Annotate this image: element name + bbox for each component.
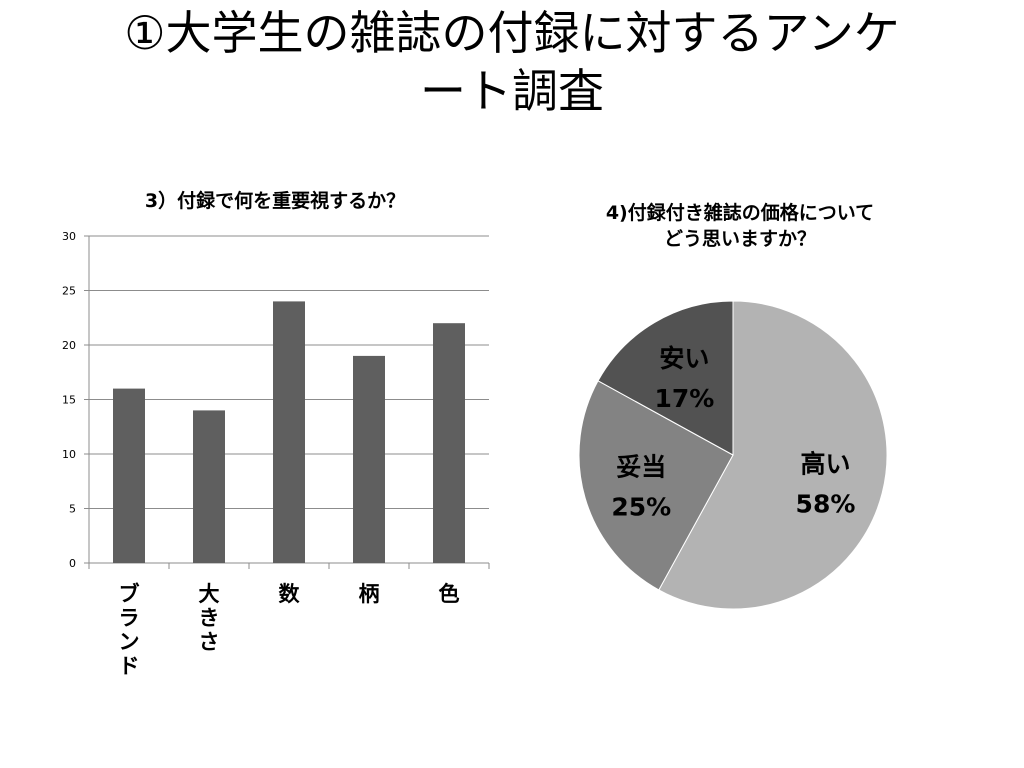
pie-slice-value: 58%	[796, 490, 856, 519]
pie-slice-value: 25%	[611, 493, 671, 522]
pie-slice-label: 安い	[659, 344, 709, 373]
pie-slice-label: 妥当	[616, 453, 666, 482]
x-category-label: 柄	[359, 582, 380, 606]
pie-slice	[578, 380, 734, 591]
bar-chart: 0 5 10 15 20 25 30 ブランド 大きさ 数 柄 色	[62, 230, 490, 678]
y-tick-label: 20	[62, 339, 76, 352]
x-category-label-char: 柄	[359, 582, 380, 606]
x-category-label-char: ブ	[119, 582, 140, 606]
x-category-label-char: き	[199, 606, 220, 630]
x-category-label: ブランド	[119, 582, 140, 678]
pie-slice-value: 17%	[654, 384, 714, 413]
y-tick-label: 15	[62, 394, 76, 407]
x-category-label: 数	[279, 582, 301, 606]
pie-chart: 高い 58% 妥当 25% 安い 17%	[578, 300, 888, 610]
y-tick-label: 10	[62, 448, 76, 461]
pie-chart-title-line: どう思いますか？	[663, 228, 816, 250]
y-tick-label: 30	[62, 230, 76, 243]
bar-chart-title: 3）付録で何を重要視するか？	[144, 190, 406, 212]
y-tick-label: 0	[69, 557, 76, 570]
pie-slice	[658, 300, 888, 610]
y-tick-label: 25	[62, 285, 76, 298]
pie-slice-label: 高い	[800, 450, 850, 479]
x-category-label: 色	[439, 582, 460, 606]
pie-slice	[597, 300, 734, 456]
bar	[193, 410, 225, 563]
bar	[433, 323, 465, 563]
bar	[353, 355, 385, 563]
slide-title: ①大学生の雑誌の付録に対するアンケート調査	[124, 6, 900, 118]
x-category-label-char: ド	[119, 654, 140, 678]
x-category-label-char: 数	[279, 582, 301, 606]
pie-chart-title-line: 4)付録付き雑誌の価格について	[605, 202, 875, 224]
pie-chart-title: 4)付録付き雑誌の価格について どう思いますか？	[555, 200, 925, 252]
x-category-label-char: ラ	[119, 606, 140, 630]
y-tick-label: 5	[69, 503, 76, 516]
x-category-label-char: さ	[199, 630, 220, 654]
x-category-label-char: 大	[199, 582, 220, 606]
x-category-label: 大きさ	[199, 582, 220, 654]
bar	[113, 388, 145, 563]
bar	[273, 301, 305, 563]
x-category-label-char: 色	[439, 582, 460, 606]
x-category-label-char: ン	[119, 630, 140, 654]
